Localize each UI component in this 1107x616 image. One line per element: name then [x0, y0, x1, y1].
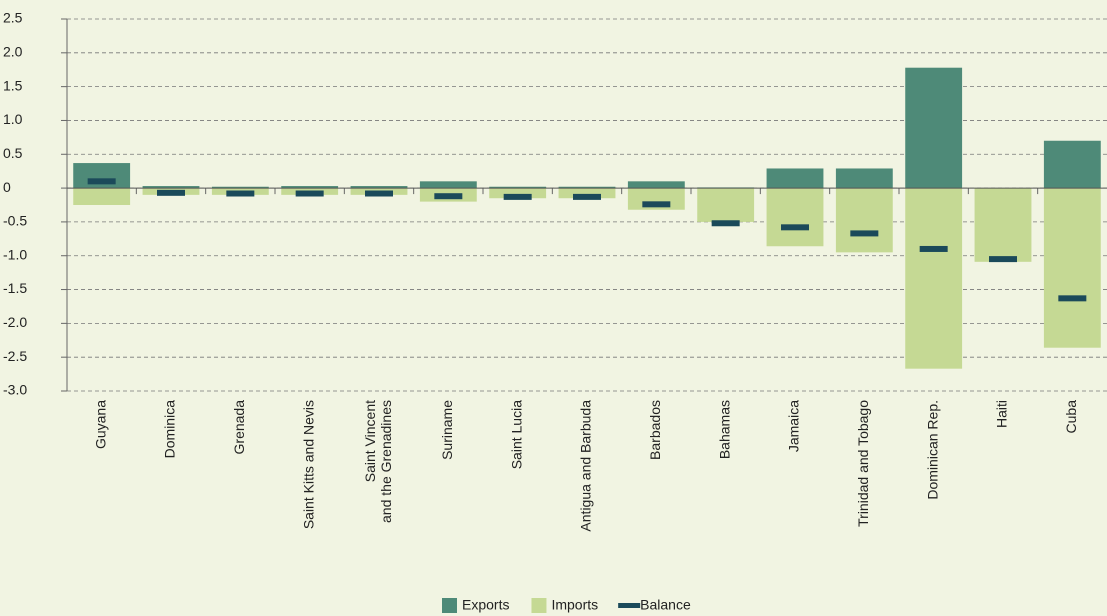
balance-marker	[573, 193, 601, 200]
x-tick-label: Saint Vincentand the Grenadines	[362, 400, 394, 523]
bar	[73, 188, 131, 205]
balance-marker	[295, 190, 324, 197]
x-tick-label: Saint Lucia	[508, 400, 524, 469]
y-tick-label: 1.5	[3, 77, 23, 93]
x-tick-label: Guyana	[92, 400, 108, 449]
y-tick-label: -1.5	[3, 280, 27, 296]
legend-label: Exports	[462, 597, 509, 613]
bar	[1043, 188, 1101, 348]
bar	[73, 163, 131, 189]
legend-label: Balance	[640, 597, 691, 613]
balance-marker	[711, 220, 740, 227]
x-tick-label: Suriname	[439, 400, 455, 460]
balance-marker	[1058, 295, 1087, 302]
x-tick-label: Bahamas	[716, 400, 732, 459]
y-tick-label: 0	[3, 179, 11, 195]
balance-marker	[226, 190, 255, 197]
bar	[905, 188, 963, 369]
x-tick-label: Barbados	[647, 400, 663, 460]
bar	[627, 181, 685, 189]
legend-swatch	[442, 598, 457, 613]
x-tick-label: Antigua and Barbuda	[578, 400, 594, 532]
bar	[974, 188, 1032, 262]
bar	[835, 168, 893, 189]
y-tick-label: -2.0	[3, 314, 27, 330]
balance-marker	[642, 201, 671, 208]
bar	[905, 67, 963, 189]
bar	[558, 186, 616, 189]
bar	[489, 188, 547, 199]
balance-marker	[850, 230, 879, 237]
bar	[835, 188, 893, 253]
bar	[697, 188, 755, 222]
bar	[419, 181, 477, 189]
legend-swatch	[531, 598, 547, 613]
balance-marker	[87, 178, 116, 185]
x-tick-label: Jamaica	[786, 400, 802, 452]
y-tick-label: 2.5	[3, 10, 23, 26]
bar	[1043, 140, 1101, 189]
x-tick-label: Grenada	[231, 400, 247, 455]
balance-marker	[919, 245, 948, 252]
bar	[766, 188, 824, 247]
x-tick-label: Cuba	[1063, 400, 1079, 434]
y-tick-label: -1.0	[3, 246, 27, 262]
balance-marker	[157, 189, 185, 196]
y-tick-label: -0.5	[3, 213, 27, 229]
bar	[558, 188, 616, 199]
y-tick-label: 0.5	[3, 145, 23, 161]
legend-label: Imports	[551, 597, 598, 613]
y-tick-label: 1.0	[3, 111, 23, 127]
x-tick-label: Dominican Rep.	[924, 400, 940, 500]
balance-marker	[365, 190, 393, 197]
bar	[142, 186, 200, 189]
bar	[489, 186, 547, 189]
x-tick-label: Trinidad and Tobago	[855, 400, 871, 527]
bar	[281, 186, 339, 189]
y-tick-label: -3.0	[3, 382, 27, 398]
balance-marker	[503, 193, 532, 200]
y-tick-label: -2.5	[3, 348, 27, 364]
bar	[211, 186, 269, 189]
legend-swatch	[618, 603, 641, 608]
balance-marker	[989, 256, 1017, 263]
bar	[350, 186, 408, 189]
balance-marker	[434, 193, 463, 200]
bar	[627, 188, 685, 210]
bar	[766, 168, 824, 189]
x-tick-label: Dominica	[162, 400, 178, 459]
balance-marker	[781, 224, 809, 231]
x-tick-label: Saint Kitts and Nevis	[300, 400, 316, 529]
y-tick-label: 2.0	[3, 44, 23, 60]
x-tick-label: Haiti	[994, 400, 1010, 428]
